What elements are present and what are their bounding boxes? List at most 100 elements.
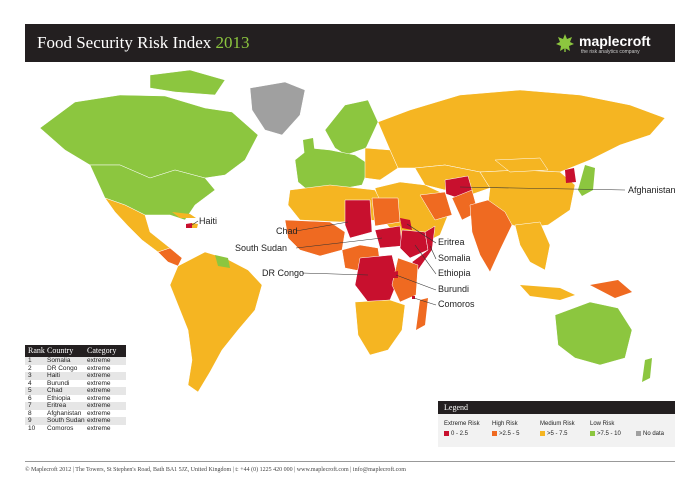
callout-south-sudan: South Sudan [235, 243, 288, 253]
southeast-asia [514, 221, 551, 271]
cell-category: extreme [87, 409, 111, 417]
callout-haiti: Haiti [199, 216, 218, 226]
cell-rank: 6 [28, 394, 32, 402]
header-category: Category [87, 346, 117, 355]
title-text: Food Security Risk Index [37, 33, 212, 52]
legend-range: >5 - 7.5 [547, 431, 568, 437]
central-america [157, 247, 183, 267]
title-bar: Food Security Risk Index 2013 maplecroft… [25, 24, 675, 62]
brand-name: maplecroft [579, 33, 651, 49]
cuba [172, 212, 196, 218]
brand-tagline: the risk analytics company [581, 49, 640, 55]
comoros [412, 296, 415, 299]
legend-range: >2.5 - 5 [499, 431, 520, 437]
cell-country: Comoros [47, 424, 74, 432]
legend-swatch [492, 431, 497, 436]
cell-category: extreme [87, 417, 111, 424]
callout-somalia: Somalia [438, 253, 471, 263]
east-africa [391, 257, 419, 303]
legend-swatch [590, 431, 595, 436]
legend-range: 0 - 2.5 [451, 431, 469, 437]
indonesia [520, 285, 575, 300]
table-row: 3 Haiti extreme [25, 372, 126, 380]
cell-category: extreme [87, 424, 111, 432]
eastern-europe [364, 147, 399, 181]
ranking-header: Rank Country Category [25, 345, 126, 357]
cell-rank: 8 [28, 409, 32, 417]
callout-afghanistan: Afghanistan [628, 185, 676, 195]
table-row: 10 Comoros extreme [25, 425, 126, 433]
table-row: 7 Eritrea extreme [25, 402, 126, 410]
table-row: 9 South Sudan extreme [25, 417, 126, 425]
table-row: 6 Ethiopia extreme [25, 395, 126, 403]
legend-item-extreme: Extreme Risk 0 - 2.5 [444, 421, 480, 437]
india [469, 199, 513, 273]
callout-eritrea: Eritrea [438, 237, 465, 247]
legend-range: >7.5 - 10 [597, 431, 621, 437]
header-rank: Rank [28, 346, 45, 355]
dr-congo [354, 254, 399, 303]
south-america [169, 251, 263, 393]
legend-label: Low Risk [590, 421, 615, 427]
southern-africa [354, 299, 406, 356]
cell-country: Eritrea [47, 402, 67, 409]
legend-swatch [636, 431, 641, 436]
cell-rank: 2 [28, 364, 32, 372]
callout-dr-congo: DR Congo [262, 268, 305, 278]
australia [554, 301, 633, 366]
sudan [371, 197, 401, 227]
legend-swatch [444, 431, 449, 436]
japan [578, 165, 595, 196]
legend-label: Medium Risk [540, 421, 575, 427]
legend-title: Legend [438, 401, 675, 414]
greenland [249, 81, 306, 136]
cell-category: extreme [87, 364, 111, 372]
somalia [411, 225, 436, 271]
cell-rank: 7 [28, 402, 32, 409]
brand-logo: maplecroft the risk analytics company [555, 30, 665, 56]
cell-country: Burundi [47, 379, 70, 387]
mongolia [494, 157, 549, 173]
cell-country: Ethiopia [47, 394, 71, 402]
title-year: 2013 [215, 33, 250, 52]
west-africa [284, 219, 346, 257]
cell-country: South Sudan [47, 417, 85, 424]
ranking-rows: 1 Somalia extreme 2 DR Congo extreme 3 Haiti e… [25, 357, 126, 432]
table-row: 1 Somalia extreme [25, 357, 126, 365]
legend-swatch [540, 431, 545, 436]
south-sudan [374, 225, 403, 249]
cell-category: extreme [87, 402, 111, 409]
table-row: 5 Chad extreme [25, 387, 126, 395]
chad [344, 199, 373, 239]
cell-rank: 9 [28, 417, 32, 424]
canada [39, 94, 259, 179]
callout-chad: Chad [276, 226, 298, 236]
uk [303, 138, 315, 158]
burundi [393, 271, 398, 278]
legend-label: High Risk [492, 421, 518, 427]
footer-divider [25, 461, 675, 462]
footer-text: © Maplecroft 2012 | The Towers, St Steph… [25, 467, 406, 473]
ethiopia [399, 229, 429, 259]
callout-comoros: Comoros [438, 299, 475, 309]
cell-rank: 5 [28, 387, 32, 394]
legend-item-high: High Risk >2.5 - 5 [492, 421, 520, 437]
cell-country: Afghanistan [47, 409, 82, 417]
table-row: 2 DR Congo extreme [25, 365, 126, 373]
cell-country: DR Congo [47, 364, 78, 372]
russia [377, 89, 666, 173]
legend-range: No data [643, 431, 665, 437]
cell-rank: 4 [28, 379, 32, 387]
legend-item-medium: Medium Risk >5 - 7.5 [540, 421, 575, 437]
table-row: 4 Burundi extreme [25, 380, 126, 388]
north-korea [565, 168, 576, 183]
cell-category: extreme [87, 387, 111, 394]
scandinavia [324, 99, 379, 156]
table-row: 8 Afghanistan extreme [25, 410, 126, 418]
madagascar [416, 298, 428, 330]
iran [419, 191, 453, 221]
map-legend: Legend Extreme Risk 0 - 2.5 High Risk >2… [438, 401, 675, 447]
cell-category: extreme [87, 394, 111, 402]
maple-leaf-icon [556, 34, 574, 52]
cell-rank: 3 [28, 372, 32, 379]
